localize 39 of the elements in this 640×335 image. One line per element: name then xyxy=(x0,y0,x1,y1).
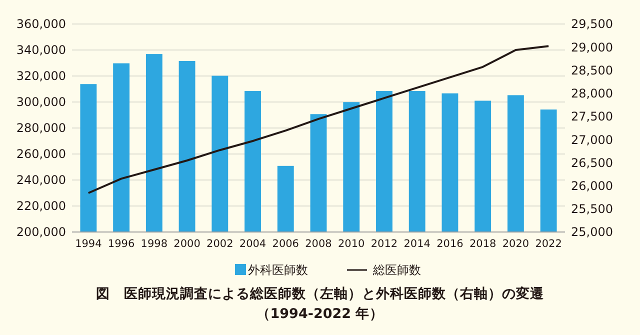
x-tick-label: 2018 xyxy=(469,238,496,250)
y2-tick-label: 28,500 xyxy=(571,63,613,78)
y-tick-label: 220,000 xyxy=(16,199,66,214)
x-tick-label: 2004 xyxy=(239,238,266,250)
y2-tick-label: 25,000 xyxy=(571,225,613,240)
x-tick-label: 2008 xyxy=(305,238,332,250)
legend-label: 外科医師数 xyxy=(248,263,308,278)
y-tick-label: 200,000 xyxy=(16,225,66,240)
y2-tick-label: 27,500 xyxy=(571,110,613,124)
y-tick-label: 260,000 xyxy=(16,147,66,162)
y-tick-label: 280,000 xyxy=(16,121,66,136)
x-tick-label: 1994 xyxy=(75,238,102,250)
x-tick-label: 2002 xyxy=(206,238,234,250)
x-tick-label: 1998 xyxy=(140,238,168,250)
y-tick-label: 340,000 xyxy=(16,43,66,58)
x-tick-label: 2014 xyxy=(404,238,431,250)
y2-tick-label: 26,000 xyxy=(571,178,613,193)
text: 図 医師現況調査による総医師数（左軸）と外科医師数（右軸）の変遷 xyxy=(96,285,545,302)
y-tick-label: 300,000 xyxy=(16,95,66,110)
y-tick-label: 240,000 xyxy=(16,173,66,188)
line-series xyxy=(87,45,550,194)
x-tick-label: 2022 xyxy=(535,238,562,250)
y2-tick-label: 29,000 xyxy=(571,40,613,54)
x-tick-label: 2016 xyxy=(436,238,464,250)
y2-tick-label: 26,500 xyxy=(571,156,613,170)
legend-label: 総医師数 xyxy=(372,263,421,278)
x-tick-label: 2000 xyxy=(174,238,200,250)
y2-tick-label: 28,000 xyxy=(571,86,613,101)
x-tick-label: 2006 xyxy=(272,238,300,250)
text: （1994-2022 年） xyxy=(256,306,384,322)
y-tick-label: 320,000 xyxy=(16,69,66,84)
y2-tick-label: 25,500 xyxy=(571,202,613,216)
x-tick-label: 2010 xyxy=(338,238,365,250)
x-tick-label: 1996 xyxy=(108,238,135,250)
y2-tick-label: 29,500 xyxy=(571,17,613,32)
y-tick-label: 360,000 xyxy=(16,17,66,32)
x-tick-label: 2012 xyxy=(370,238,398,250)
x-tick-label: 2020 xyxy=(502,238,530,250)
y2-tick-label: 27,000 xyxy=(571,132,613,147)
